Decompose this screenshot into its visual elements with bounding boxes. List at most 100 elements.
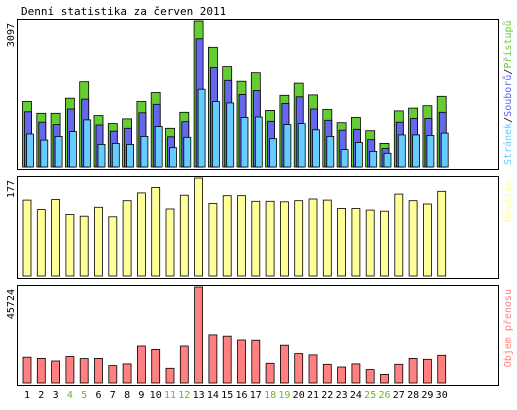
legend-volume: Objem přenosu <box>502 289 514 367</box>
bar-visits-day-29 <box>422 203 432 277</box>
bar-pages-day-24 <box>354 142 363 168</box>
bar-visits-day-9 <box>136 192 146 277</box>
bar-pages-day-15 <box>226 102 235 168</box>
bar-visits-day-22 <box>322 199 332 277</box>
bar-pages-day-27 <box>397 134 406 168</box>
bar-volume-day-2 <box>36 357 46 384</box>
x-tick-label-day-14: 14 <box>207 390 219 401</box>
x-tick-label-day-29: 29 <box>421 390 433 401</box>
bar-visits-day-3 <box>51 199 60 277</box>
x-tick-label-day-2: 2 <box>38 390 44 401</box>
bar-pages-day-7 <box>111 142 120 168</box>
x-tick-label-day-7: 7 <box>110 390 116 401</box>
x-tick-label-day-4: 4 <box>67 390 73 401</box>
x-tick-label-day-11: 11 <box>164 390 176 401</box>
bar-pages-day-25 <box>369 150 378 168</box>
bar-visits-day-16 <box>237 195 246 277</box>
x-tick-label-day-27: 27 <box>393 390 405 401</box>
bar-visits-day-14 <box>208 203 218 277</box>
bar-pages-day-10 <box>154 126 163 168</box>
bar-visits-day-15 <box>222 195 232 277</box>
bar-visits-day-11 <box>165 208 175 277</box>
bar-pages-day-4 <box>69 131 77 168</box>
bar-pages-day-19 <box>283 124 292 168</box>
bar-volume-day-24 <box>351 363 361 384</box>
bar-volume-day-28 <box>408 357 418 384</box>
bar-visits-day-2 <box>36 209 46 277</box>
x-tick-label-day-16: 16 <box>235 390 247 401</box>
bar-pages-day-26 <box>383 152 392 168</box>
bar-volume-day-14 <box>208 334 218 384</box>
x-tick-label-day-3: 3 <box>53 390 59 401</box>
x-tick-label-day-13: 13 <box>193 390 205 401</box>
x-tick-label-day-9: 9 <box>138 390 144 401</box>
bar-volume-day-18 <box>265 362 275 384</box>
x-tick-label-day-23: 23 <box>336 390 348 401</box>
bar-pages-day-1 <box>26 133 34 168</box>
x-tick-label-day-12: 12 <box>178 390 190 401</box>
bar-volume-day-27 <box>394 363 404 384</box>
legend-entry: Stránek <box>502 123 514 165</box>
x-tick-label-day-20: 20 <box>293 390 305 401</box>
bar-volume-day-13 <box>194 286 204 384</box>
bar-visits-day-25 <box>365 209 375 277</box>
bar-visits-day-21 <box>308 198 318 277</box>
bar-volume-day-21 <box>308 354 318 384</box>
x-tick-label-day-1: 1 <box>24 390 30 401</box>
bar-pages-day-30 <box>440 132 449 168</box>
x-tick-label-day-19: 19 <box>278 390 290 401</box>
chart-title: Denní statistika za červen 2011 <box>21 5 226 18</box>
bar-visits-day-10 <box>151 186 161 277</box>
x-tick-label-day-26: 26 <box>378 390 390 401</box>
x-tick-label-day-10: 10 <box>150 390 162 401</box>
x-tick-label-day-21: 21 <box>307 390 319 401</box>
bar-pages-day-18 <box>269 138 278 168</box>
bar-pages-day-13 <box>197 88 206 168</box>
x-tick-label-day-24: 24 <box>350 390 362 401</box>
bar-volume-day-5 <box>79 358 89 384</box>
x-tick-label-day-22: 22 <box>321 390 333 401</box>
bar-pages-day-22 <box>326 135 335 168</box>
x-axis-day-labels: 1 2 3 4 5 6 7 8 9 10 11 12 13 14 15 16 17 18 19 20 21 22 23 24 2… <box>24 390 448 401</box>
bar-pages-day-23 <box>340 149 349 168</box>
bar-visits-day-1 <box>22 199 32 277</box>
bar-volume-day-22 <box>322 363 332 384</box>
x-tick-label-day-18: 18 <box>264 390 276 401</box>
bar-visits-day-8 <box>122 200 132 277</box>
bar-volume-day-1 <box>22 356 32 384</box>
x-tick-label-day-17: 17 <box>250 390 262 401</box>
legend-separator: / <box>503 117 514 123</box>
bar-pages-day-9 <box>140 135 149 168</box>
bar-volume-day-16 <box>237 339 246 384</box>
bar-visits-day-13 <box>194 177 204 277</box>
bar-pages-day-16 <box>240 117 249 168</box>
bar-volume-day-9 <box>136 345 146 384</box>
bar-pages-day-11 <box>169 147 177 168</box>
bar-visits-day-26 <box>380 210 389 277</box>
y-axis-max-label: 3097 <box>6 23 17 47</box>
bar-pages-day-12 <box>183 136 192 168</box>
bar-volume-day-20 <box>294 353 304 384</box>
bar-pages-day-6 <box>97 143 106 168</box>
bar-volume-day-7 <box>108 365 118 384</box>
legend-entry: Souborů <box>502 75 514 117</box>
bar-visits-day-18 <box>265 200 275 277</box>
bar-volume-day-12 <box>179 345 189 384</box>
bar-volume-day-8 <box>122 363 132 384</box>
bar-visits-day-4 <box>65 214 75 277</box>
bar-pages-day-5 <box>83 119 92 168</box>
bar-visits-day-5 <box>79 215 89 277</box>
bar-pages-day-29 <box>426 134 435 168</box>
bar-pages-day-14 <box>211 101 220 168</box>
bar-volume-day-17 <box>251 339 261 384</box>
bar-volume-day-3 <box>51 360 60 384</box>
panel-3: 45724 Objem přenosu <box>6 285 514 386</box>
bar-visits-day-6 <box>94 206 103 277</box>
bar-visits-day-12 <box>179 194 189 277</box>
bar-visits-day-23 <box>337 208 347 277</box>
x-tick-label-day-5: 5 <box>81 390 87 401</box>
bar-visits-day-20 <box>294 200 304 277</box>
bar-pages-day-3 <box>54 135 63 168</box>
bar-volume-day-6 <box>94 357 103 384</box>
